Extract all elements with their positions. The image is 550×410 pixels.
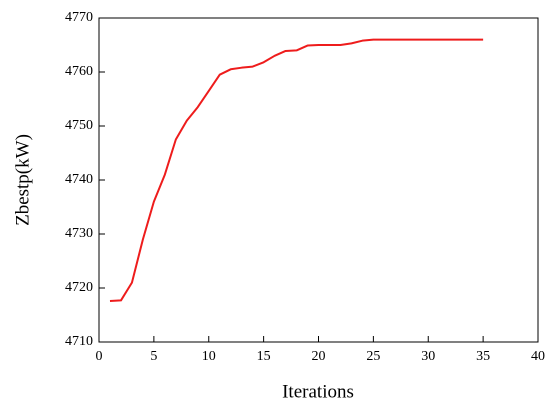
x-tick-label: 40: [531, 349, 545, 364]
y-tick-label: 4750: [65, 118, 93, 133]
y-axis-title: Zbestp(kW): [12, 134, 33, 226]
x-tick-label: 10: [202, 349, 216, 364]
x-tick-label: 0: [96, 349, 103, 364]
y-tick-label: 4740: [65, 172, 93, 187]
x-tick-label: 30: [421, 349, 435, 364]
x-tick-label: 35: [476, 349, 490, 364]
x-tick-label: 20: [312, 349, 326, 364]
y-tick-label: 4730: [65, 226, 93, 241]
plot-frame: [98, 17, 539, 343]
x-tick-label: 15: [257, 349, 271, 364]
data-line: [109, 38, 484, 302]
y-tick-label: 4770: [65, 10, 93, 25]
x-tick-label: 25: [366, 349, 380, 364]
y-tick-label: 4760: [65, 64, 93, 79]
x-axis-title: Iterations: [282, 381, 354, 402]
y-tick-label: 4720: [65, 280, 93, 295]
y-tick-label: 4710: [65, 334, 93, 349]
x-tick-label: 5: [150, 349, 157, 364]
